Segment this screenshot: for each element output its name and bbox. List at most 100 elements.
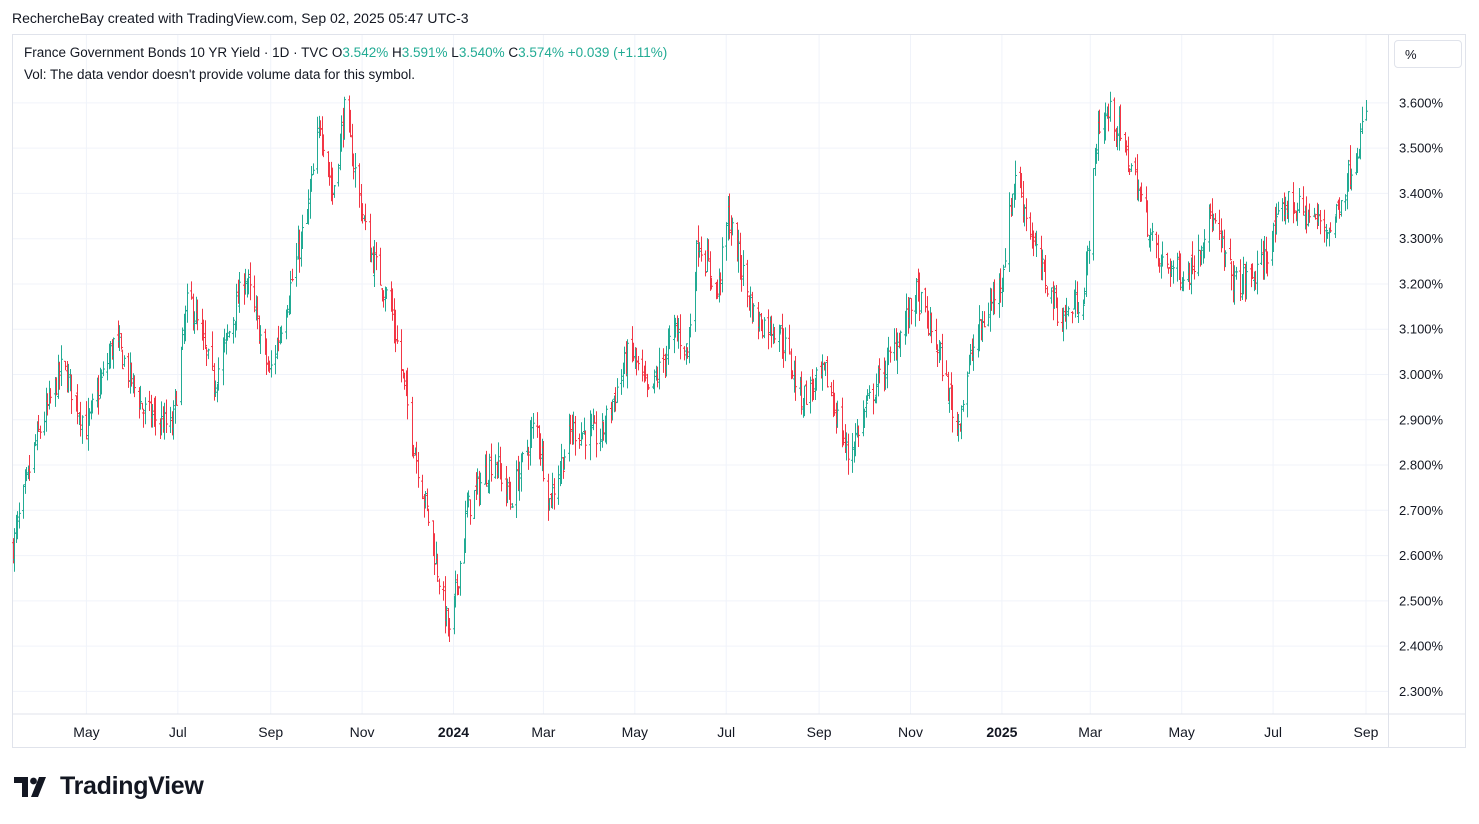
ohlc-bar <box>778 324 781 353</box>
ohlc-bar <box>948 387 951 413</box>
open-value: 3.542% <box>342 45 389 60</box>
ohlc-bar <box>479 472 482 506</box>
ohlc-bar <box>1023 204 1026 227</box>
ohlc-bar <box>578 433 581 449</box>
ohlc-bar <box>18 502 21 529</box>
ohlc-bar <box>438 578 441 595</box>
ohlc-bar <box>385 287 388 299</box>
ohlc-bar <box>536 412 539 438</box>
ohlc-bar <box>910 297 913 325</box>
ohlc-bar <box>226 324 229 341</box>
ohlc-bar <box>915 278 918 314</box>
ohlc-bar <box>1041 249 1044 281</box>
ohlc-bar <box>824 361 827 376</box>
ohlc-bar <box>830 382 833 397</box>
ohlc-bar <box>426 488 429 512</box>
ohlc-bar <box>1272 222 1275 253</box>
price-chart[interactable]: 2.300% 2.400% 2.500% 2.600% 2.700% 2.800% 2.90… <box>0 0 1479 760</box>
ohlc-bar <box>993 279 996 315</box>
ohlc-bar <box>100 369 103 395</box>
ohlc-bar <box>127 352 130 388</box>
ohlc-bar <box>1098 109 1101 135</box>
ohlc-bar <box>352 153 355 180</box>
ohlc-bar <box>1314 214 1317 220</box>
ohlc-bar <box>151 404 154 428</box>
ohlc-bar <box>728 193 731 240</box>
ohlc-bar <box>740 254 743 292</box>
ohlc-bar <box>1109 91 1112 122</box>
ohlc-bar <box>930 312 933 344</box>
ohlc-bar <box>457 585 460 596</box>
ohlc-bar <box>847 433 850 475</box>
ohlc-bar <box>58 361 61 390</box>
ohlc-bar <box>966 371 969 418</box>
ohlc-bar <box>485 450 488 487</box>
ohlc-bar <box>1056 297 1059 327</box>
ohlc-bar <box>686 347 689 359</box>
ohlc-bar <box>962 399 965 412</box>
ohlc-bar <box>1053 285 1056 309</box>
ohlc-bar <box>448 618 451 643</box>
ohlc-bar <box>623 346 626 374</box>
ohlc-bar <box>875 373 878 404</box>
ohlc-bar <box>863 408 866 429</box>
ohlc-bar <box>1125 140 1128 156</box>
ohlc-bar <box>43 411 46 436</box>
ohlc-bar <box>1212 213 1215 231</box>
x-tick-label: May <box>1168 724 1194 740</box>
ohlc-bar <box>779 325 782 334</box>
ohlc-bar <box>394 309 397 353</box>
ohlc-bar <box>1191 241 1194 275</box>
price-scale-unit-button[interactable]: % <box>1394 40 1462 68</box>
ohlc-bar <box>1224 250 1227 268</box>
ohlc-bar <box>141 402 144 410</box>
ohlc-bar <box>67 363 70 393</box>
change-value: +0.039 (+1.11%) <box>567 45 668 60</box>
ohlc-bar <box>941 333 944 382</box>
ohlc-bar <box>927 310 930 336</box>
volume-note: Vol: The data vendor doesn't provide vol… <box>24 67 416 82</box>
ohlc-bar <box>274 345 277 375</box>
ohlc-bar <box>312 163 315 175</box>
ohlc-bar <box>1161 241 1164 267</box>
ohlc-bar <box>328 162 331 186</box>
chart-caption: RechercheBay created with TradingView.co… <box>12 10 469 26</box>
ohlc-bar <box>1116 126 1119 151</box>
ohlc-bar <box>46 393 49 416</box>
y-tick-label: 2.900% <box>1399 412 1444 427</box>
ohlc-bar <box>936 344 939 367</box>
ohlc-bar <box>685 343 688 365</box>
ohlc-bar <box>319 120 322 137</box>
ohlc-bar <box>16 511 19 540</box>
ohlc-bar <box>737 229 740 273</box>
ohlc-bar <box>464 500 467 553</box>
ohlc-bar <box>1176 252 1179 282</box>
ohlc-bar <box>88 408 91 426</box>
ohlc-bar <box>148 390 151 412</box>
ohlc-bar <box>454 570 457 608</box>
ohlc-bar <box>695 240 698 292</box>
ohlc-bar <box>1340 200 1343 217</box>
ohlc-bar <box>632 342 635 362</box>
x-tick-label: Sep <box>258 724 283 740</box>
ohlc-bar <box>626 339 629 389</box>
x-tick-label: Jul <box>1264 724 1282 740</box>
ohlc-bar <box>406 367 409 420</box>
ohlc-bar <box>316 116 319 174</box>
ohlc-bar <box>1323 209 1326 243</box>
ohlc-bar <box>459 560 462 596</box>
ohlc-bar <box>106 353 109 381</box>
ohlc-bar <box>563 449 566 470</box>
ohlc-bar <box>211 331 214 371</box>
ohlc-bar <box>160 401 163 436</box>
ohlc-bar <box>1361 106 1364 135</box>
ohlc-bar <box>500 463 503 492</box>
low-value: 3.540% <box>458 45 505 60</box>
ohlc-bar <box>704 250 707 277</box>
ohlc-bar <box>163 402 166 440</box>
ohlc-bar <box>939 341 942 361</box>
x-tick-label: May <box>622 724 648 740</box>
ohlc-bar <box>1179 253 1182 291</box>
ohlc-bar <box>259 325 262 355</box>
ohlc-bar <box>656 366 659 388</box>
